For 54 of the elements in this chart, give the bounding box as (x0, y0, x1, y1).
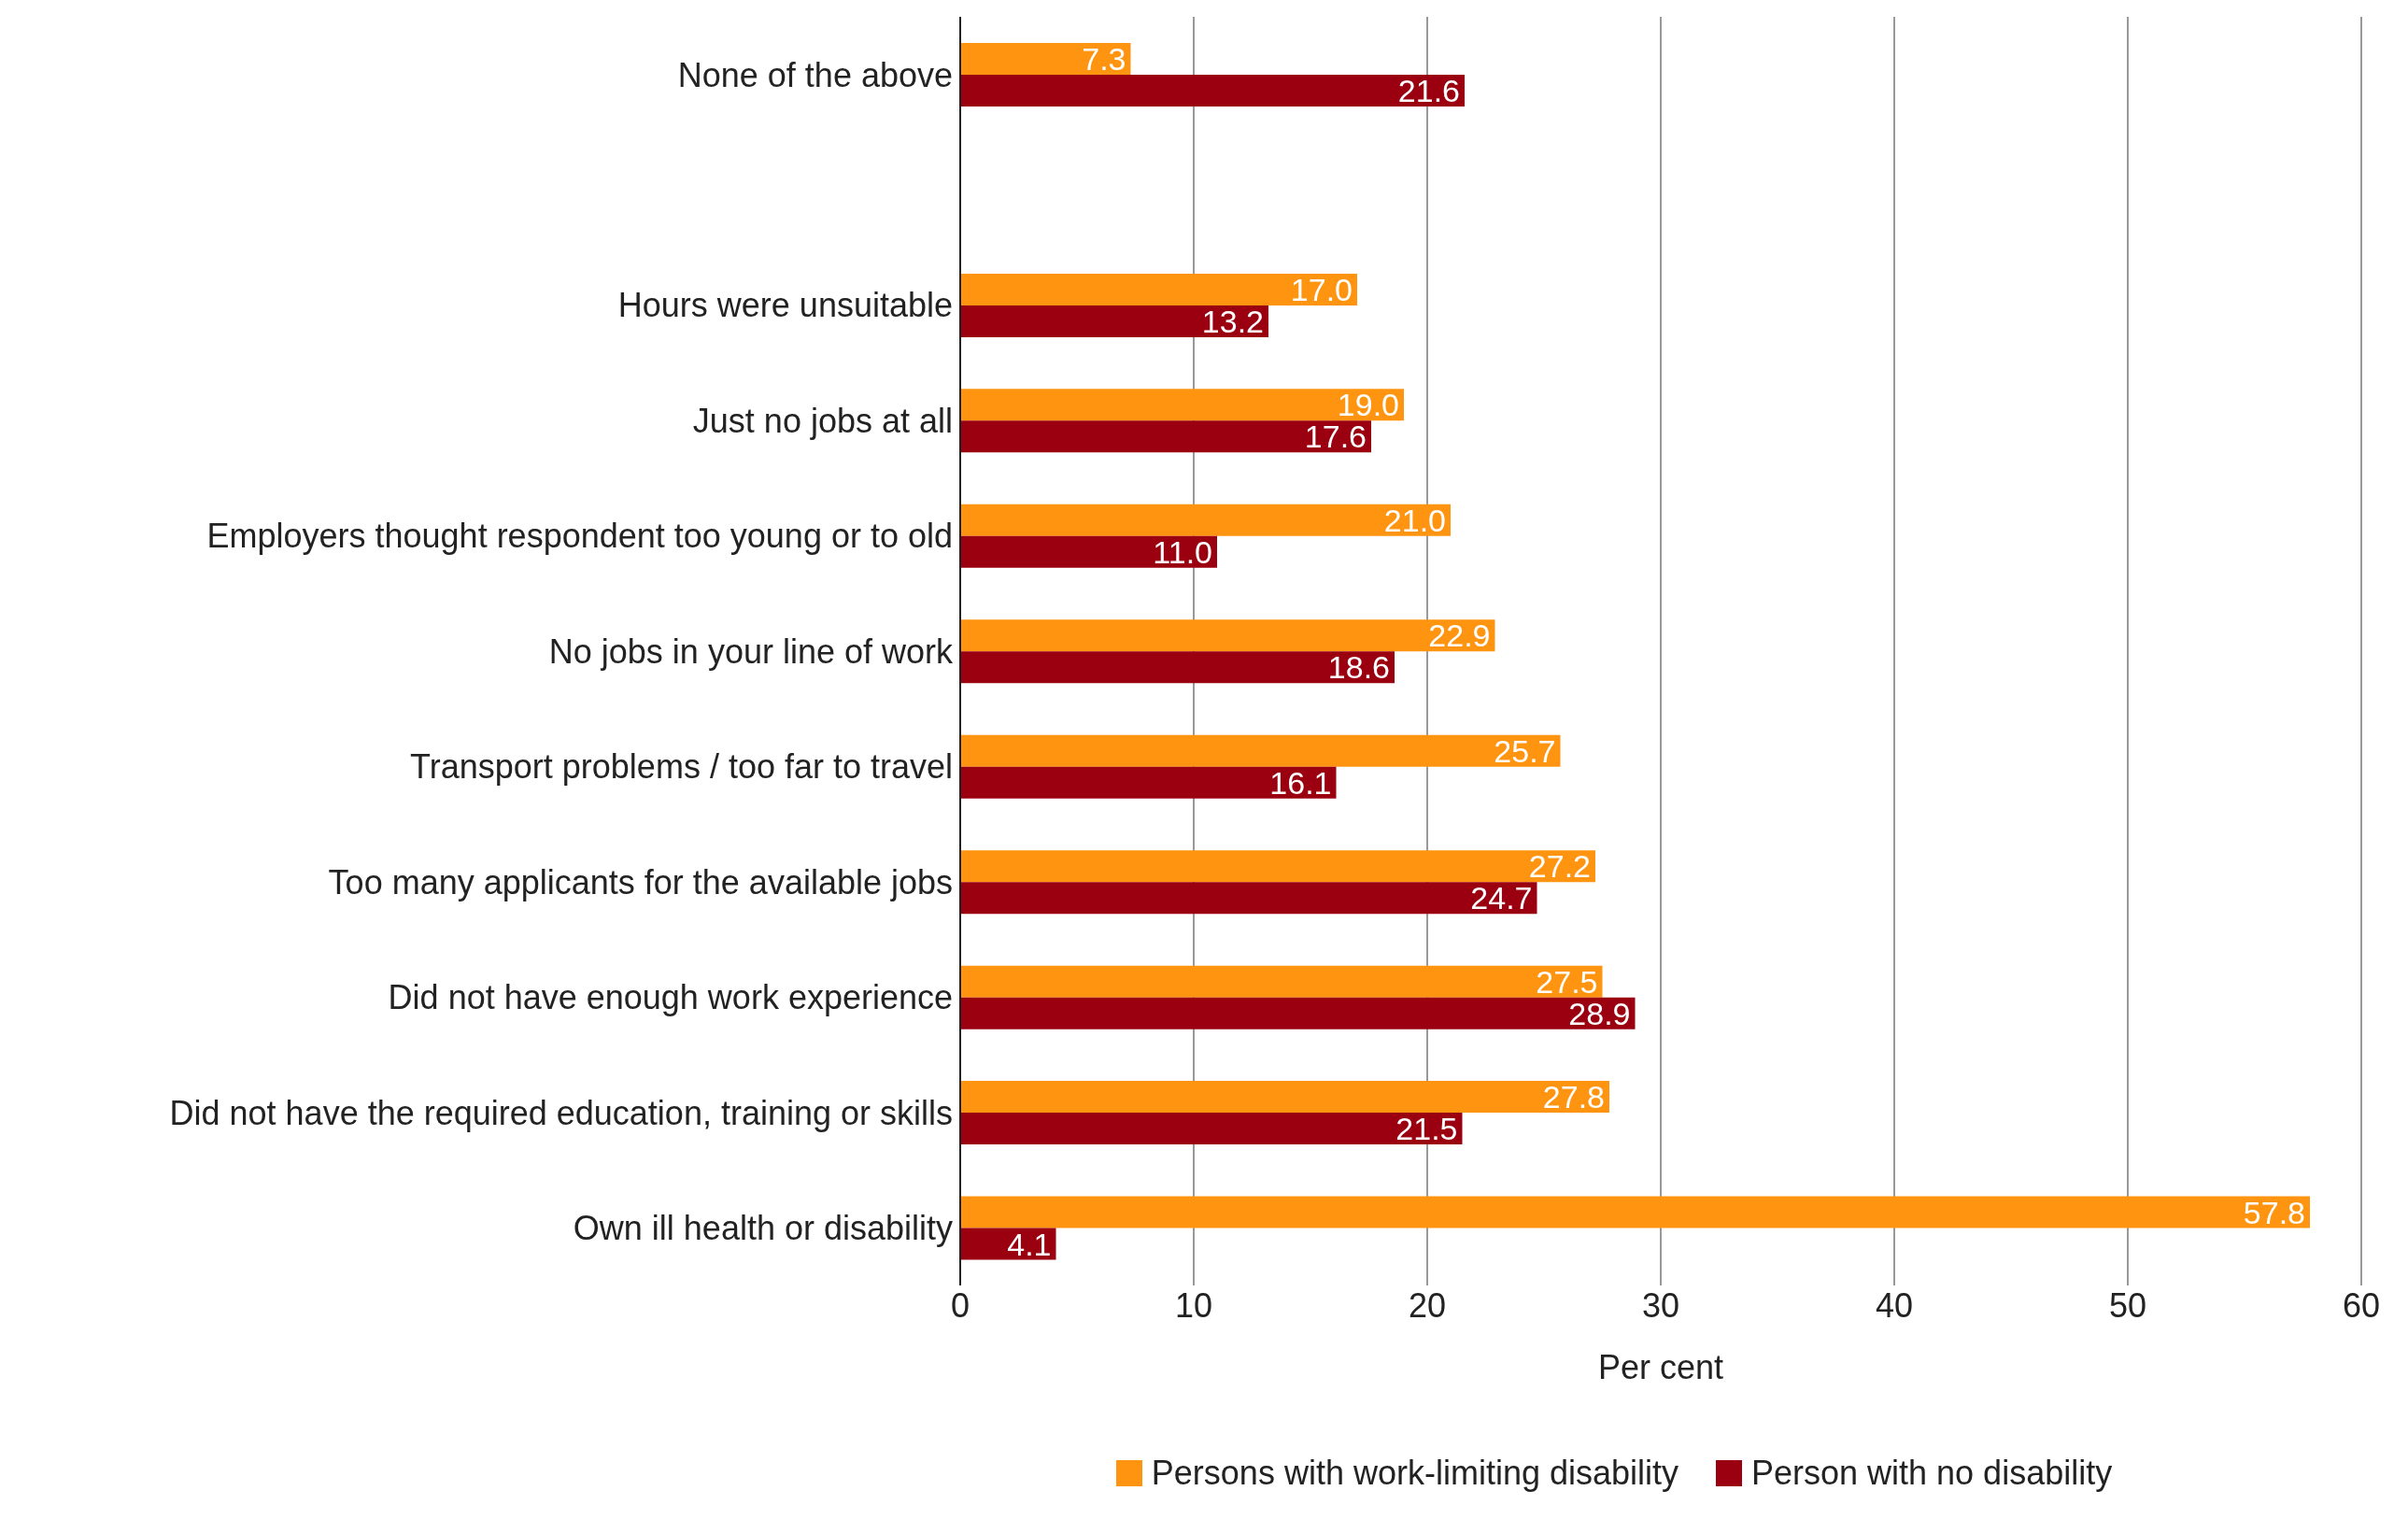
data-label: 18.6 (1327, 649, 1390, 686)
x-tick-label: 40 (1875, 1285, 1914, 1325)
bar (960, 734, 1561, 767)
y-tick-label: Did not have the required education, training or skills (169, 1093, 953, 1132)
bar (960, 305, 1268, 337)
x-tick-label: 30 (1641, 1285, 1680, 1325)
bar (960, 1113, 1463, 1145)
bar (960, 619, 1495, 652)
data-label: 4.1 (1007, 1226, 1052, 1262)
legend-label: Person with no disability (1750, 1454, 2113, 1493)
bar (960, 420, 1371, 453)
bar (960, 75, 1465, 106)
y-tick-label: Just no jobs at all (692, 401, 953, 440)
x-tick-label: 10 (1174, 1285, 1213, 1325)
bar (960, 997, 1636, 1029)
bar (960, 965, 1603, 998)
bar (960, 766, 1337, 799)
data-label: 13.2 (1201, 303, 1264, 339)
data-label: 57.8 (2243, 1194, 2305, 1230)
data-label: 17.0 (1290, 271, 1353, 307)
x-tick-label: 0 (950, 1285, 970, 1325)
data-label: 16.1 (1269, 764, 1332, 801)
data-label: 21.0 (1383, 502, 1446, 538)
bar (960, 504, 1451, 536)
bar (960, 1228, 1056, 1260)
legend-label: Persons with work-limiting disability (1151, 1454, 1679, 1493)
data-label: 11.0 (1153, 533, 1212, 570)
y-tick-label: None of the above (677, 55, 953, 94)
bar (960, 273, 1357, 305)
y-tick-label: Too many applicants for the available jobs (328, 862, 953, 901)
bar (960, 1196, 2310, 1228)
y-tick-label: No jobs in your line of work (548, 632, 954, 671)
x-tick-label: 60 (2342, 1285, 2381, 1325)
data-label: 7.3 (1082, 41, 1126, 78)
x-axis-title: Per cent (1597, 1348, 1724, 1386)
x-tick-label: 50 (2108, 1285, 2147, 1325)
y-tick-label: Did not have enough work experience (388, 978, 953, 1017)
bar (960, 535, 1217, 568)
bar (960, 651, 1395, 684)
y-tick-label: Employers thought respondent too young or to old (206, 517, 953, 556)
bar (960, 850, 1595, 883)
data-label: 21.6 (1397, 73, 1460, 109)
data-label: 27.8 (1542, 1079, 1605, 1115)
data-label: 25.7 (1494, 732, 1556, 769)
data-label: 22.9 (1428, 618, 1491, 654)
y-tick-label: Own ill health or disability (573, 1209, 953, 1248)
bar (960, 882, 1537, 915)
bar (960, 1081, 1609, 1114)
y-tick-label: Hours were unsuitable (617, 286, 953, 325)
bar (960, 43, 1131, 75)
y-tick-label: Transport problems / too far to travel (410, 747, 953, 787)
x-tick-label: 20 (1408, 1285, 1447, 1325)
bar (960, 389, 1404, 421)
data-label: 21.5 (1395, 1111, 1458, 1147)
